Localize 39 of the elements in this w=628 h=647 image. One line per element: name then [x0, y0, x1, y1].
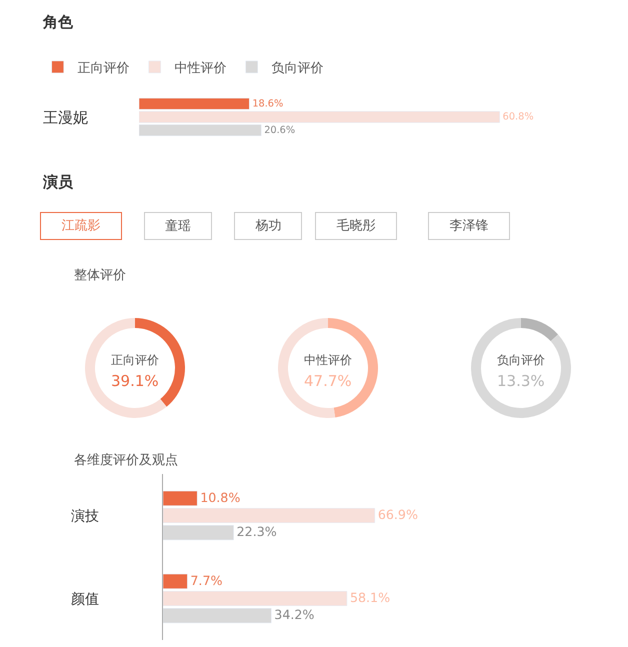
donut-slice [521, 318, 558, 342]
donut-slice [471, 318, 571, 418]
donut-slice [85, 318, 167, 418]
data-label: 34.2% [274, 607, 314, 622]
data-label: 66.9% [378, 506, 418, 522]
chart-title: 各维度评价及观点 [74, 452, 178, 468]
slice-label: 负向评价 [497, 353, 545, 367]
slice-label: 中性评价 [304, 353, 352, 367]
data-label: 60.8% [502, 112, 534, 123]
bar [163, 574, 188, 589]
legend-label: 负向评价 [272, 61, 324, 76]
data-label: 58.1% [350, 590, 390, 605]
data-label: 10.8% [200, 490, 240, 505]
text: 演员 [42, 173, 74, 191]
y-tick-label: 王漫妮 [43, 108, 88, 126]
chart-title: 整体评价 [74, 268, 126, 283]
bar [163, 608, 272, 624]
text: 童瑶 [165, 218, 191, 234]
chart-title: 角色 [42, 13, 74, 31]
slice-label: 正向评价 [111, 353, 159, 367]
data-label: 7.7% [190, 572, 222, 588]
text: 李泽锋 [450, 218, 488, 234]
text: 杨功 [254, 218, 282, 234]
data-label: 18.6% [252, 98, 284, 110]
text: 毛晓彤 [336, 218, 376, 234]
data-label: 20.6% [264, 124, 296, 136]
bar [163, 490, 198, 506]
y-tick-label: 颜值 [71, 591, 100, 608]
data-label: 39.1% [111, 372, 159, 390]
y-tick-label: 演技 [71, 508, 100, 524]
bar [163, 525, 234, 540]
data-label: 22.3% [236, 524, 277, 540]
data-label: 13.3% [497, 372, 545, 390]
data-label: 47.7% [304, 372, 352, 390]
legend-label: 中性评价 [174, 61, 227, 76]
legend-label: 正向评价 [78, 61, 130, 76]
text: 江疏影 [62, 218, 100, 234]
bar [163, 508, 376, 524]
bar [163, 590, 348, 606]
